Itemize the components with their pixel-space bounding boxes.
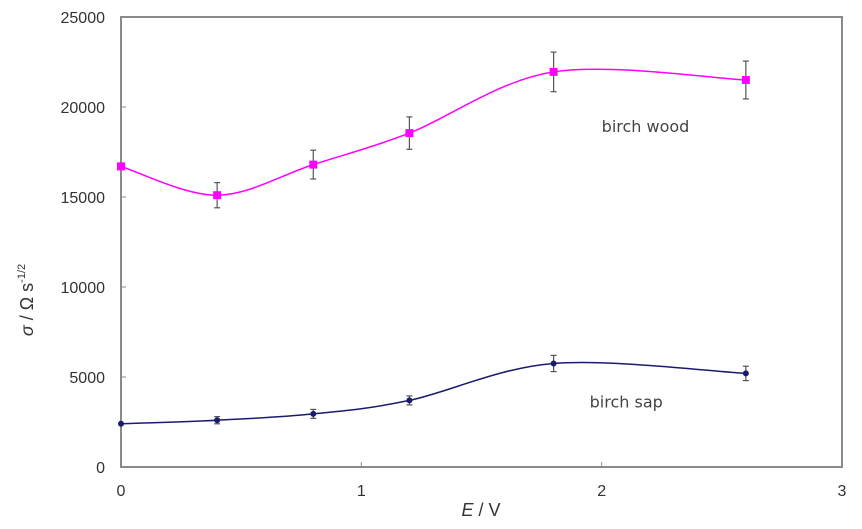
- y-tick-label: 10000: [61, 280, 106, 297]
- y-axis-title: σ / Ω s-1/2: [16, 264, 37, 336]
- y-tick-label: 5000: [69, 370, 105, 387]
- data-point: [406, 397, 413, 404]
- x-axis-title: E / V: [461, 500, 500, 520]
- x-tick-label: 0: [117, 483, 126, 500]
- data-point: [309, 160, 318, 169]
- x-axis-ticks: 0 1 2 3: [117, 462, 847, 500]
- series-layer: [117, 51, 750, 427]
- y-axis-ticks: 0 5000 10000 15000 20000 25000: [61, 10, 126, 477]
- annotations: birch wood birch sap: [590, 117, 690, 411]
- data-point: [118, 420, 124, 427]
- data-point: [741, 76, 750, 84]
- y-tick-label: 25000: [61, 10, 106, 27]
- series-birch-sap: [118, 354, 749, 427]
- x-tick-label: 3: [838, 483, 847, 500]
- y-tick-label: 0: [96, 460, 105, 477]
- x-tick-label: 1: [357, 483, 366, 500]
- data-point: [214, 417, 221, 424]
- data-point: [405, 129, 414, 138]
- y-tick-label: 15000: [61, 190, 106, 207]
- y-tick-label: 20000: [61, 100, 106, 117]
- data-point: [742, 370, 749, 377]
- data-point: [213, 191, 222, 200]
- series-annotation: birch wood: [602, 117, 690, 136]
- data-point: [549, 67, 558, 76]
- x-tick-label: 2: [597, 483, 606, 500]
- data-point: [117, 162, 125, 171]
- series-birch-wood: [117, 51, 750, 209]
- data-point: [310, 410, 317, 417]
- plot-frame: [120, 16, 843, 468]
- data-point: [550, 360, 557, 367]
- series-annotation: birch sap: [590, 393, 663, 412]
